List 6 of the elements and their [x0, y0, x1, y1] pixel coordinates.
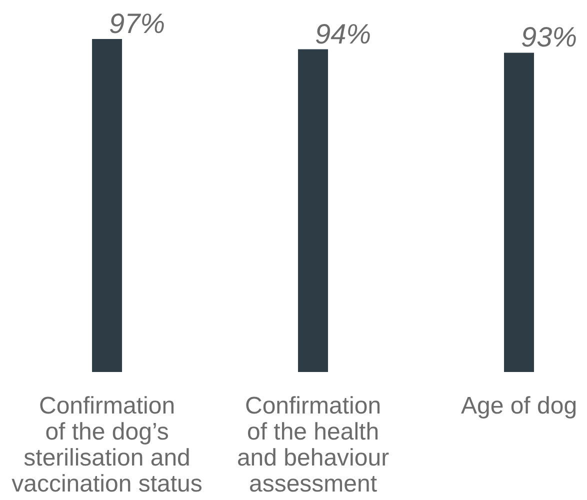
- x-tick-label: Confirmation of the health and behaviour assessment: [236, 392, 390, 498]
- x-tick-label: Age of dog: [460, 392, 578, 420]
- x-tick-label: Confirmation of the dog’s sterilisation and vaccination status: [12, 392, 202, 498]
- data-label: 94%: [315, 18, 372, 50]
- data-label: 97%: [109, 8, 166, 39]
- data-label: 93%: [521, 22, 578, 53]
